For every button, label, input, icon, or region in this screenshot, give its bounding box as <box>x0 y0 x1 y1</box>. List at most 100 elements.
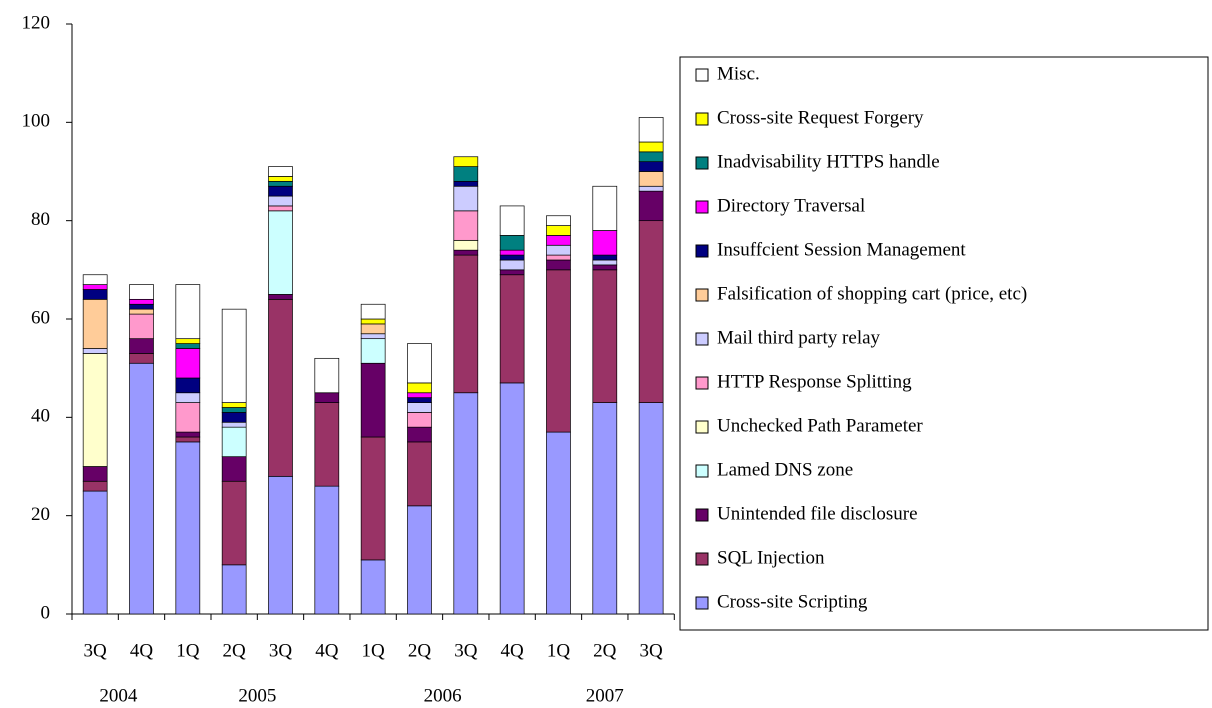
legend-label: Inadvisability HTTPS handle <box>717 151 940 172</box>
legend-swatch <box>695 156 709 170</box>
y-tick-label: 60 <box>31 307 50 328</box>
bar-segment <box>453 254 479 394</box>
bar-segment <box>592 264 618 271</box>
bar-segment <box>221 407 247 413</box>
bar-segment <box>268 195 293 207</box>
bar-segment <box>360 323 386 335</box>
bar-segment <box>129 353 154 364</box>
bar-segment <box>221 308 247 403</box>
bar-segment <box>453 156 479 167</box>
bar-segment <box>268 294 293 300</box>
bar-segment <box>221 480 247 566</box>
year-label: 2005 <box>238 685 276 706</box>
bar-segment <box>453 249 479 256</box>
bar-segment <box>407 426 432 443</box>
legend-box <box>679 56 1209 631</box>
legend-label: Insuffcient Session Management <box>717 239 966 260</box>
bar-segment <box>129 338 154 354</box>
y-tick-label: 100 <box>22 111 51 132</box>
bar-segment <box>360 318 386 325</box>
bar-segment <box>360 338 386 364</box>
bar-segment <box>82 274 108 285</box>
x-tick-label: 3Q <box>454 640 478 661</box>
bar-segment <box>453 392 479 615</box>
bar-segment <box>453 239 479 251</box>
bar-segment <box>175 436 201 443</box>
bar-segment <box>592 402 618 615</box>
bar-segment <box>268 210 293 295</box>
bar-segment <box>592 185 618 231</box>
bar-segment <box>546 244 571 256</box>
bar-segment <box>82 490 108 615</box>
bar-segment <box>453 166 479 182</box>
bar-segment <box>268 475 293 615</box>
y-tick-label: 40 <box>31 406 50 427</box>
bar-segment <box>638 185 664 192</box>
bar-segment <box>268 185 293 197</box>
bar-segment <box>82 348 108 354</box>
bar-segment <box>546 225 571 236</box>
bar-segment <box>314 485 340 615</box>
bar-segment <box>546 215 571 226</box>
x-tick-label: 1Q <box>362 640 386 661</box>
bar-segment <box>268 176 293 182</box>
x-tick-label: 1Q <box>176 640 200 661</box>
bar-segment <box>175 284 201 340</box>
y-tick-label: 0 <box>41 602 51 623</box>
bar-segment <box>82 480 108 492</box>
bar-segment <box>360 333 386 340</box>
legend-swatch <box>695 596 709 610</box>
bar-segment <box>268 298 293 477</box>
bar-segment <box>268 166 293 177</box>
bar-segment <box>129 313 154 340</box>
legend-swatch <box>695 552 709 566</box>
bar-segment <box>221 426 247 458</box>
bar-segment <box>546 259 571 271</box>
bar-segment <box>407 343 432 384</box>
year-label: 2006 <box>424 685 462 706</box>
bar-segment <box>175 348 201 379</box>
bar-segment <box>453 180 479 187</box>
bar-segment <box>638 161 664 172</box>
x-tick-label: 2Q <box>593 640 617 661</box>
bar-segment <box>453 210 479 241</box>
bar-segment <box>314 402 340 487</box>
bar-segment <box>592 269 618 403</box>
bar-segment <box>175 392 201 403</box>
bar-segment <box>360 436 386 561</box>
bar-segment <box>360 362 386 438</box>
bar-segment <box>314 357 340 394</box>
bar-segment <box>129 362 154 615</box>
bar-segment <box>499 254 525 261</box>
bar-segment <box>499 274 525 384</box>
bar-segment <box>175 377 201 394</box>
bar-segment <box>546 235 571 246</box>
bar-segment <box>221 412 247 423</box>
bar-segment <box>592 259 618 266</box>
bar-segment <box>175 402 201 433</box>
bar-segment <box>499 259 525 271</box>
legend-swatch <box>695 112 709 126</box>
bar-segment <box>499 269 525 276</box>
x-tick-label: 3Q <box>84 640 108 661</box>
bar-segment <box>638 117 664 143</box>
x-tick-label: 4Q <box>315 640 339 661</box>
legend-swatch <box>695 464 709 478</box>
year-label: 2007 <box>586 685 624 706</box>
bar-segment <box>268 180 293 187</box>
legend-swatch <box>695 68 709 82</box>
bar-segment <box>175 338 201 344</box>
y-tick-label: 20 <box>31 504 50 525</box>
bar-segment <box>221 421 247 428</box>
x-tick-label: 1Q <box>547 640 571 661</box>
x-tick-label: 2Q <box>408 640 432 661</box>
bar-segment <box>129 284 154 300</box>
bar-segment <box>221 456 247 482</box>
legend-label: Cross-site Request Forgery <box>717 107 924 128</box>
legend-label: Mail third party relay <box>717 327 881 348</box>
bar-segment <box>546 431 571 615</box>
bar-segment <box>268 205 293 212</box>
legend-label: Unintended file disclosure <box>717 503 918 524</box>
x-tick-label: 2Q <box>223 640 247 661</box>
